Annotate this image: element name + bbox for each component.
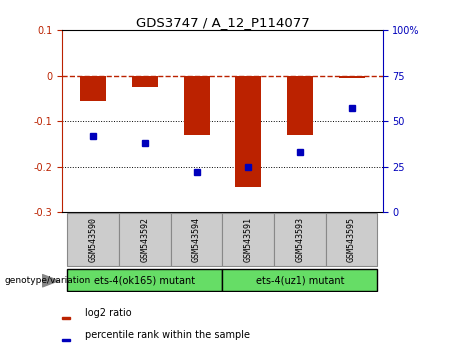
Text: GSM543595: GSM543595 xyxy=(347,217,356,262)
Bar xyxy=(67,213,119,266)
Polygon shape xyxy=(42,275,59,287)
Bar xyxy=(80,76,106,101)
Bar xyxy=(287,76,313,135)
Text: genotype/variation: genotype/variation xyxy=(5,276,91,285)
Text: GSM543590: GSM543590 xyxy=(89,217,98,262)
Text: GSM543592: GSM543592 xyxy=(141,217,149,262)
Bar xyxy=(326,213,378,266)
Text: GSM543593: GSM543593 xyxy=(296,217,304,262)
Bar xyxy=(274,213,326,266)
Text: GSM543591: GSM543591 xyxy=(244,217,253,262)
Bar xyxy=(223,213,274,266)
Bar xyxy=(62,317,70,319)
Bar xyxy=(223,269,378,291)
Title: GDS3747 / A_12_P114077: GDS3747 / A_12_P114077 xyxy=(136,16,309,29)
Bar xyxy=(236,76,261,187)
Text: GSM543594: GSM543594 xyxy=(192,217,201,262)
Text: ets-4(ok165) mutant: ets-4(ok165) mutant xyxy=(95,275,195,285)
Bar xyxy=(119,213,171,266)
Bar xyxy=(183,76,209,135)
Bar xyxy=(171,213,223,266)
Text: ets-4(uz1) mutant: ets-4(uz1) mutant xyxy=(256,275,344,285)
Bar xyxy=(67,269,223,291)
Bar xyxy=(339,76,365,78)
Bar xyxy=(132,76,158,87)
Bar xyxy=(62,339,70,341)
Text: percentile rank within the sample: percentile rank within the sample xyxy=(85,330,250,341)
Text: log2 ratio: log2 ratio xyxy=(85,308,132,318)
